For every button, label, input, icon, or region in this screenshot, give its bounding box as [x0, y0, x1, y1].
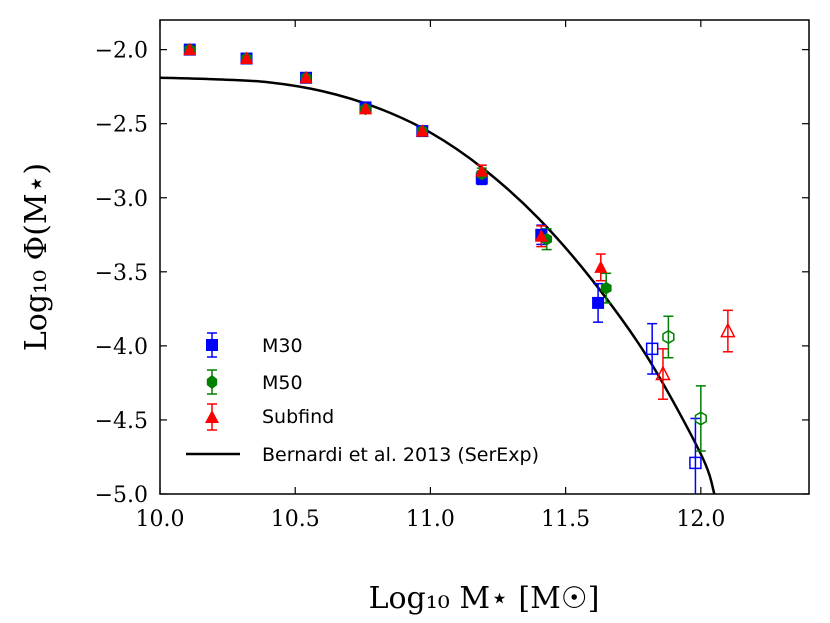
y-tick-label: −2.5: [95, 113, 148, 138]
x-tick-label: 10.5: [271, 507, 320, 532]
plot-area: [159, 42, 736, 495]
x-tick-label: 12.0: [676, 507, 725, 532]
subfind-open-point: [720, 322, 736, 338]
y-tick-label: −3.0: [95, 187, 148, 212]
legend-marker-m30: [206, 339, 218, 351]
legend-label-m50: M50: [262, 372, 303, 394]
legend-label-subfind: Subfind: [262, 406, 334, 428]
subfind-point: [594, 260, 608, 273]
x-axis-ticks: 10.0 10.5 11.0 11.5 12.0: [136, 20, 725, 532]
x-axis-title: Log₁₀ M⋆ [M☉]: [369, 581, 600, 616]
subfind-point: [475, 164, 489, 177]
data-markers: [183, 42, 736, 470]
x-tick-label: 11.5: [541, 507, 590, 532]
m50-open-point: [662, 329, 675, 345]
legend-label-m30: M30: [262, 335, 303, 357]
legend-label-bernardi: Bernardi et al. 2013 (SerExp): [262, 444, 539, 466]
x-tick-label: 10.0: [136, 507, 185, 532]
subfind-point: [183, 42, 197, 56]
m30-point: [592, 296, 605, 309]
legend-item-m30: M30: [206, 332, 303, 358]
y-tick-label: −4.5: [95, 409, 148, 434]
subfind-point: [534, 229, 548, 242]
model-line-bernardi-2013: [159, 76, 716, 495]
subfind-point: [240, 51, 254, 65]
m50-point: [600, 281, 612, 295]
y-tick-label: −3.5: [95, 261, 148, 286]
x-tick-label: 11.0: [406, 507, 455, 532]
m50-open-point: [694, 411, 707, 426]
subfind-point: [299, 70, 313, 84]
subfind-point: [415, 124, 429, 137]
legend-marker-subfind: [205, 410, 219, 423]
y-tick-label: −2.0: [95, 39, 148, 64]
y-tick-label: −5.0: [95, 483, 148, 508]
legend-marker-m50: [206, 375, 218, 389]
subfind-point: [359, 101, 373, 115]
legend: M30 M50 Subfind Bernardi et al. 2013 (Se…: [186, 332, 539, 466]
legend-item-m50: M50: [206, 369, 303, 395]
y-axis-ticks: −2.0 −2.5 −3.0 −3.5 −4.0 −4.5 −5.0: [95, 39, 809, 508]
y-axis-title: Log₁₀ Φ(M⋆): [19, 163, 54, 351]
legend-item-bernardi: Bernardi et al. 2013 (SerExp): [186, 444, 539, 466]
m30-open-point: [689, 456, 702, 470]
m30-open-point: [645, 342, 659, 356]
plot-frame: [159, 19, 810, 495]
subfind-open-point: [655, 365, 671, 381]
legend-item-subfind: Subfind: [205, 403, 334, 431]
y-tick-label: −4.0: [95, 335, 148, 360]
